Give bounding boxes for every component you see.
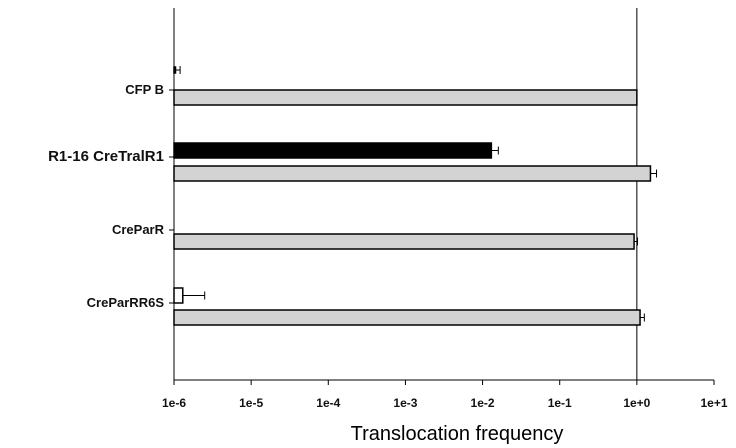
- x-tick-label: 1e+1: [700, 396, 727, 410]
- category-label: CreParRR6S: [87, 295, 165, 310]
- category-label: R1-16 CreTralR1: [48, 148, 164, 165]
- x-tick-label: 1e-1: [548, 396, 572, 410]
- chart-labels: 1e-6 1e-5 1e-4 1e-3 1e-2 1e-1 1e+0 1e+1 CFP B R1-…: [48, 82, 728, 410]
- x-tick-label: 1e-2: [471, 396, 495, 410]
- bar: [173, 89, 638, 106]
- x-tick-label: 1e-4: [316, 396, 340, 410]
- x-axis-title: Translocation frequency: [351, 423, 564, 445]
- x-tick-label: 1e-3: [393, 396, 417, 410]
- bar: [173, 142, 493, 159]
- chart-marks: [169, 8, 715, 385]
- bar: [173, 309, 641, 326]
- bar: [173, 165, 652, 182]
- bar: [173, 233, 635, 250]
- category-label: CFP B: [125, 82, 164, 97]
- category-label: CreParR: [112, 222, 165, 237]
- x-tick-label: 1e+0: [623, 396, 650, 410]
- x-tick-label: 1e-5: [239, 396, 263, 410]
- x-tick-label: 1e-6: [162, 396, 186, 410]
- bar: [173, 287, 184, 304]
